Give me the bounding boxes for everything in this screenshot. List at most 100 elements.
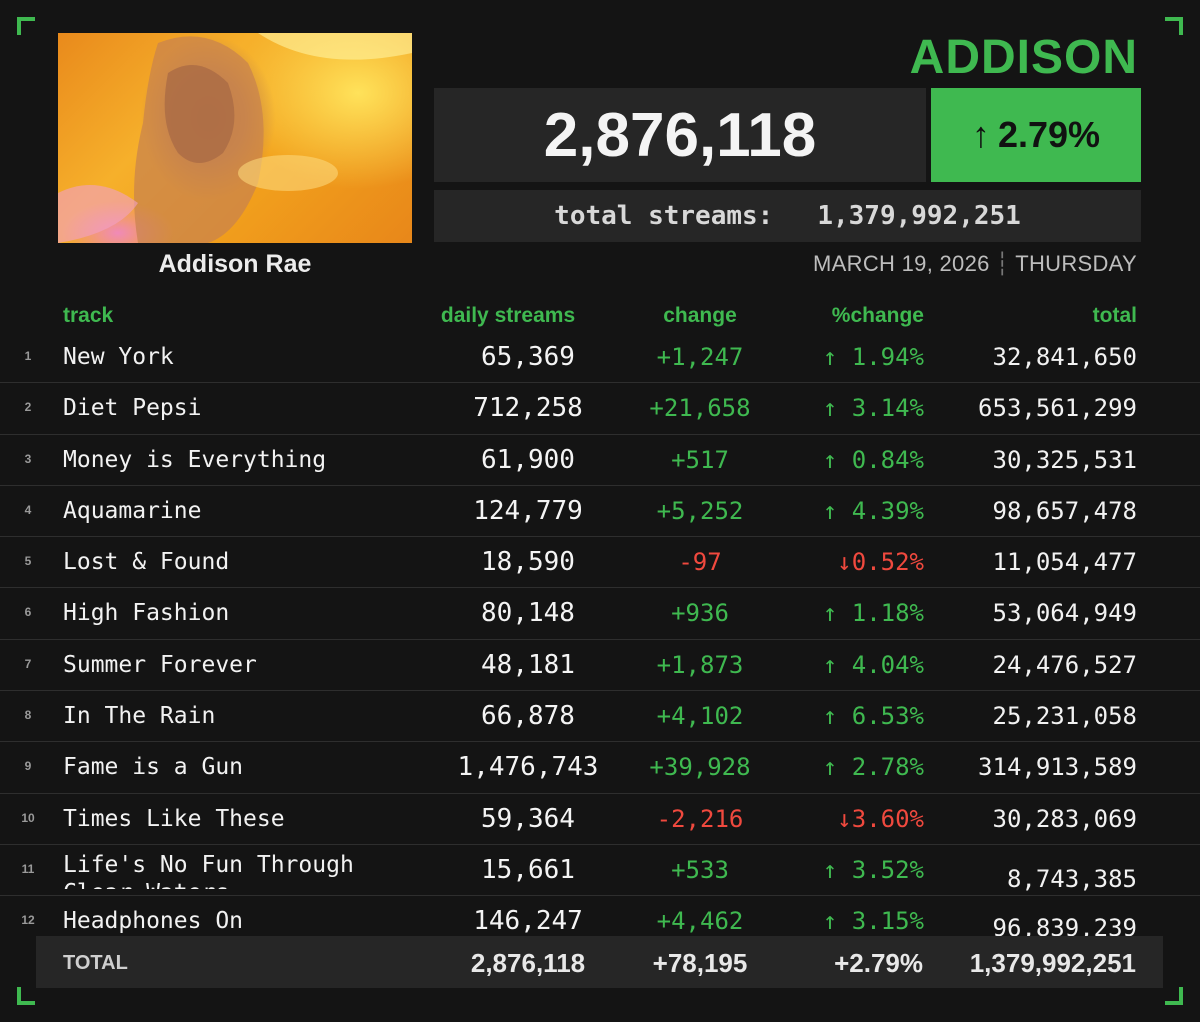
- track-daily-streams: 124,779: [473, 495, 583, 526]
- row-number: 12: [21, 913, 35, 928]
- track-name: Lost & Found: [63, 549, 230, 576]
- track-change: +4,462: [656, 907, 744, 936]
- frame-corner-top-right: [1165, 17, 1183, 35]
- row-number: 5: [24, 554, 32, 569]
- track-total: 53,064,949: [992, 599, 1138, 628]
- track-percent-change: ↑ 2.78%: [822, 753, 924, 782]
- date-separator: ┆: [995, 251, 1010, 276]
- table-row: 8 In The Rain 66,878 +4,102 ↑ 6.53% 25,231,05…: [0, 691, 1200, 743]
- table-row: 3 Money is Everything 61,900 +517 ↑ 0.84% 30,…: [0, 435, 1200, 486]
- track-percent-change: ↑ 4.39%: [822, 496, 924, 525]
- percent-change-value: 2.79%: [997, 114, 1101, 155]
- track-change: -97: [678, 548, 722, 577]
- track-change: +4,102: [656, 702, 744, 731]
- track-name: Times Like These: [63, 805, 285, 832]
- track-daily-streams: 146,247: [473, 906, 583, 937]
- row-number: 4: [24, 502, 32, 517]
- track-change: +21,658: [649, 394, 751, 423]
- track-name: In The Rain: [63, 703, 216, 730]
- track-daily-streams: 18,590: [481, 547, 575, 578]
- artist-photo: [58, 33, 412, 243]
- track-percent-change: ↑ 6.53%: [822, 702, 924, 731]
- table-row: 11 Life's No Fun Through Clear Waters 15,6…: [0, 845, 1200, 897]
- frame-corner-bottom-left: [17, 987, 35, 1005]
- table-row: 7 Summer Forever 48,181 +1,873 ↑ 4.04% 24,476…: [0, 640, 1200, 692]
- track-total: 314,913,589: [978, 753, 1137, 782]
- track-change: +936: [671, 599, 729, 628]
- track-total: 32,841,650: [992, 343, 1138, 371]
- track-daily-streams: 65,369: [481, 342, 575, 372]
- track-total: 24,476,527: [992, 650, 1138, 679]
- date-text: MARCH 19, 2026: [813, 251, 990, 276]
- track-percent-change: ↑ 4.04%: [822, 650, 924, 679]
- frame-corner-top-left: [17, 17, 35, 35]
- track-daily-streams: 66,878: [481, 701, 575, 732]
- track-total: 11,054,477: [992, 548, 1138, 577]
- header-track: track: [63, 304, 114, 327]
- row-number: 7: [24, 656, 32, 671]
- track-name: High Fashion: [63, 600, 230, 627]
- row-number: 9: [24, 759, 32, 774]
- row-number: 3: [24, 451, 32, 466]
- track-daily-streams: 48,181: [481, 649, 575, 680]
- table-row: 9 Fame is a Gun 1,476,743 +39,928 ↑ 2.78% 314…: [0, 742, 1200, 794]
- table-row: 2 Diet Pepsi 712,258 +21,658 ↑ 3.14% 653,561,…: [0, 383, 1200, 435]
- track-total: 653,561,299: [978, 394, 1137, 423]
- totals-row: TOTAL 2,876,118 +78,195 +2.79% 1,379,992…: [36, 936, 1163, 988]
- artist-title: ADDISON: [909, 31, 1138, 84]
- total-streams-value: 1,379,992,251: [817, 201, 1021, 231]
- track-total: 30,325,531: [992, 445, 1138, 474]
- row-number: 10: [21, 810, 35, 825]
- totals-percent-change: +2.79%: [834, 948, 923, 978]
- header-daily-streams: daily streams: [440, 304, 576, 327]
- track-change: +1,873: [656, 650, 744, 679]
- track-total: 98,657,478: [992, 496, 1138, 525]
- track-percent-change: ↑ 3.14%: [822, 394, 924, 423]
- row-number: 1: [24, 349, 32, 363]
- track-total: 8,743,385: [1006, 864, 1137, 893]
- header-total: total: [1092, 304, 1137, 327]
- arrow-up-icon: ↑: [971, 114, 990, 155]
- track-daily-streams: 15,661: [481, 854, 575, 885]
- table-row: 6 High Fashion 80,148 +936 ↑ 1.18% 53,064,949: [0, 588, 1200, 640]
- row-number: 11: [21, 861, 35, 876]
- track-daily-streams: 80,148: [481, 598, 575, 629]
- track-name: Diet Pepsi: [63, 395, 202, 422]
- track-name: Fame is a Gun: [63, 754, 244, 781]
- totals-change: +78,195: [652, 948, 748, 978]
- track-total: 25,231,058: [992, 702, 1138, 731]
- track-percent-change: ↑ 1.94%: [822, 343, 924, 371]
- track-name: Money is Everything: [63, 446, 327, 473]
- track-change: +517: [671, 445, 729, 474]
- track-daily-streams: 1,476,743: [457, 752, 599, 783]
- daily-streams-total: 2,876,118: [434, 88, 926, 182]
- track-daily-streams: 61,900: [481, 444, 575, 475]
- track-percent-change: ↑ 1.18%: [822, 599, 924, 628]
- table-header: track daily streams change %change total: [0, 304, 1200, 330]
- totals-label: TOTAL: [63, 952, 128, 974]
- header-change: change: [663, 304, 737, 327]
- totals-total: 1,379,992,251: [969, 948, 1136, 978]
- track-table: 1 New York 65,369 +1,247 ↑ 1.94% 32,841,650 2 D…: [0, 332, 1200, 947]
- track-change: +39,928: [649, 753, 751, 782]
- artist-photo-art: [58, 33, 412, 243]
- header-percent-change: %change: [831, 304, 924, 327]
- track-name: Summer Forever: [63, 651, 257, 678]
- artist-name: Addison Rae: [158, 250, 312, 278]
- track-name: Aquamarine: [63, 497, 202, 524]
- weekday-text: THURSDAY: [1015, 251, 1137, 276]
- track-percent-change: ↓0.52%: [837, 548, 924, 577]
- track-name: Life's No Fun Through Clear Waters: [63, 851, 354, 889]
- track-percent-change: ↓3.60%: [837, 804, 924, 833]
- track-percent-change: ↑ 3.52%: [822, 855, 924, 884]
- row-number: 8: [24, 708, 32, 723]
- table-row: 1 New York 65,369 +1,247 ↑ 1.94% 32,841,650: [0, 332, 1200, 384]
- totals-daily: 2,876,118: [470, 948, 586, 978]
- track-name: Headphones On: [63, 908, 244, 935]
- table-row: 5 Lost & Found 18,590 -97 ↓0.52% 11,054,477: [0, 537, 1200, 589]
- track-change: +533: [671, 855, 729, 884]
- track-percent-change: ↑ 3.15%: [822, 907, 924, 936]
- track-daily-streams: 59,364: [481, 803, 575, 834]
- daily-streams-value: 2,876,118: [543, 100, 817, 170]
- row-number: 6: [24, 605, 32, 620]
